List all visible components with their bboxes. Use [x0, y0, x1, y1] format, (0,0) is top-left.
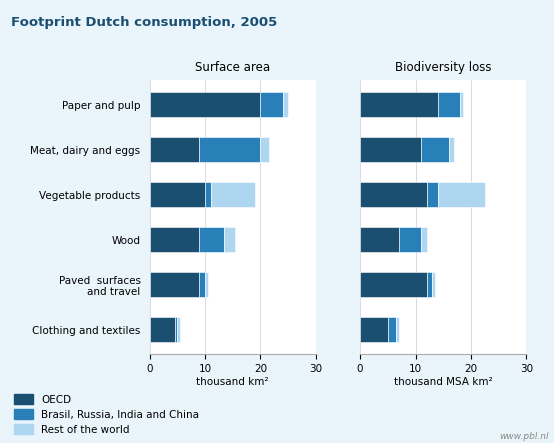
Bar — [449, 137, 454, 162]
Bar — [150, 182, 205, 207]
Bar — [199, 227, 224, 252]
Text: www.pbl.nl: www.pbl.nl — [499, 432, 548, 441]
Bar — [360, 137, 421, 162]
Bar — [360, 227, 399, 252]
Bar — [199, 137, 260, 162]
Bar — [175, 317, 177, 342]
Bar — [432, 272, 435, 297]
Title: Biodiversity loss: Biodiversity loss — [395, 62, 491, 74]
Bar — [360, 317, 388, 342]
Bar — [427, 272, 432, 297]
Bar — [260, 92, 283, 117]
Bar — [224, 227, 235, 252]
Bar — [260, 137, 269, 162]
Bar — [150, 92, 260, 117]
Bar — [177, 317, 180, 342]
Bar — [438, 182, 485, 207]
Bar — [150, 137, 199, 162]
Text: Footprint Dutch consumption, 2005: Footprint Dutch consumption, 2005 — [11, 16, 278, 29]
Bar — [205, 272, 208, 297]
Bar — [199, 272, 205, 297]
Bar — [396, 317, 399, 342]
Bar — [399, 227, 421, 252]
Bar — [360, 92, 438, 117]
X-axis label: thousand MSA km²: thousand MSA km² — [394, 377, 493, 387]
Bar — [421, 227, 427, 252]
Legend: OECD, Brasil, Russia, India and China, Rest of the world: OECD, Brasil, Russia, India and China, R… — [11, 391, 202, 438]
Bar — [388, 317, 396, 342]
Bar — [427, 182, 438, 207]
Bar — [150, 317, 175, 342]
Bar — [283, 92, 288, 117]
Bar — [360, 182, 427, 207]
Title: Surface area: Surface area — [195, 62, 270, 74]
Bar — [360, 272, 427, 297]
Bar — [211, 182, 255, 207]
Bar — [460, 92, 463, 117]
X-axis label: thousand km²: thousand km² — [197, 377, 269, 387]
Bar — [438, 92, 460, 117]
Bar — [150, 227, 199, 252]
Bar — [421, 137, 449, 162]
Bar — [150, 272, 199, 297]
Bar — [205, 182, 211, 207]
